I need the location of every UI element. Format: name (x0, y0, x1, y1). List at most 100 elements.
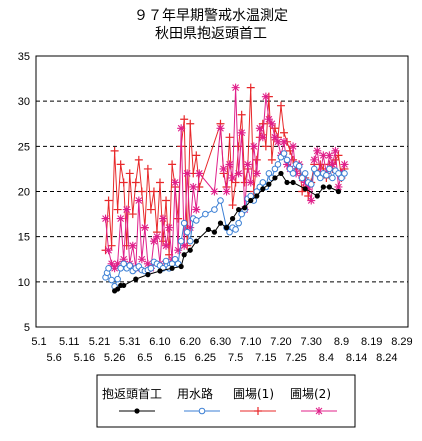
x-tick-label-7.30: 7.30 (301, 336, 322, 348)
series-3-point-35-shape (222, 187, 231, 196)
series-1-point-51-shape (271, 165, 279, 173)
series-2-point-37 (231, 178, 240, 187)
legend-box (96, 374, 356, 428)
series-1-point-32 (202, 210, 209, 218)
x-axis-ticks: 5.1 5.11 5.21 5.31 6.10 6.20 6.30 7.10 7.20 7.30 8… (31, 336, 412, 364)
series-1-point-3-shape (108, 276, 115, 284)
series-2-point-53-shape (280, 128, 289, 137)
series-2-point-20 (162, 196, 171, 205)
x-tick-label-8.4: 8.4 (319, 352, 334, 364)
x-tick-label-6.25: 6.25 (195, 352, 216, 364)
series-3-point-43-shape (246, 178, 255, 187)
series-1-point-34 (217, 197, 224, 204)
series-3-point-42 (243, 160, 252, 169)
series-3-point-30-shape (192, 205, 201, 214)
series-2-point-4-shape (113, 205, 122, 214)
y-tick-label-10: 10 (18, 277, 30, 289)
x-tick-label-5.6: 5.6 (46, 352, 61, 364)
series-3-point-44 (249, 142, 258, 151)
series-3-point-25-shape (177, 124, 186, 133)
series-0-point-22-shape (266, 181, 272, 187)
series-0-point-12 (205, 226, 211, 233)
series-0-point-17 (236, 206, 242, 213)
series-3-point-49 (264, 115, 273, 124)
series-3-point-69 (325, 151, 334, 160)
series-0-point-23-shape (272, 175, 278, 181)
series-1-point-55-shape (283, 156, 291, 164)
series-3-point-11 (134, 196, 143, 205)
x-tick-label-7.20: 7.20 (270, 336, 291, 348)
series-0-point-1-shape (115, 286, 121, 292)
series-3-point-51 (270, 133, 279, 142)
series-3-point-34 (219, 164, 228, 173)
series-3-point-45-shape (252, 169, 261, 178)
series-0-point-15 (223, 225, 230, 231)
series-3-point-45 (252, 169, 261, 178)
series-1-point-7-shape (120, 260, 127, 268)
series-3-point-32-shape (210, 187, 219, 196)
series-1-point-2 (105, 264, 112, 272)
series-2-point-65-shape (316, 160, 325, 169)
series-3-point-27 (183, 169, 192, 178)
series-1-point-21-shape (162, 257, 170, 265)
series-0-point-27-shape (302, 186, 308, 192)
series-2-point-26 (180, 115, 189, 124)
series-2-point-39 (237, 110, 246, 119)
series-2-point-20-shape (162, 196, 171, 205)
series-3-point-21-shape (165, 223, 174, 232)
series-1-point-29-shape (186, 237, 194, 245)
series-3-point-14-shape (143, 259, 152, 268)
series-2-point-22-shape (168, 160, 177, 169)
legend-marker-0-shape (134, 408, 140, 414)
series-3-point-9 (128, 241, 137, 250)
series-0-point-24 (278, 170, 284, 177)
series-3-point-19-shape (159, 214, 168, 223)
series-3-point-55 (283, 160, 292, 169)
series-0-point-26 (290, 179, 296, 186)
series-0-point-18 (242, 205, 248, 211)
series-3-point-57 (289, 142, 298, 151)
series-0 (112, 170, 342, 294)
series-1-point-38 (232, 226, 239, 233)
series-2-point-44 (252, 155, 261, 164)
series-0-point-12-shape (205, 226, 211, 233)
series-2-point-38 (234, 142, 243, 151)
series-0-point-25 (284, 179, 290, 186)
series-1-point-26 (177, 237, 185, 245)
series-2-point-10 (131, 178, 140, 187)
series-2-point-52 (276, 101, 285, 110)
series-3-point-49-shape (264, 115, 273, 124)
series-2-point-35-shape (225, 133, 234, 142)
series-1-point-54-shape (280, 150, 288, 157)
series-0-point-19-shape (248, 197, 254, 204)
legend-label-3: 圃場(2) (290, 387, 331, 401)
series-1-point-32-shape (202, 210, 209, 218)
chart-subtitle: 秋田県抱返頭首工 (155, 26, 267, 42)
series-1-point-36 (226, 228, 233, 236)
series-3-point-64-shape (310, 155, 319, 164)
series-0-point-3-shape (121, 282, 127, 289)
series-1-point-73-shape (338, 174, 345, 182)
series-1-point-49-shape (265, 170, 273, 177)
series-2-point-61 (304, 192, 313, 201)
series-1-point-28-shape (183, 228, 191, 236)
series-2-point-24 (174, 214, 183, 223)
legend-marker-0 (134, 408, 140, 414)
series-3-point-71 (331, 146, 340, 155)
series-1-point-57-shape (289, 170, 297, 177)
series-2-point-1 (104, 196, 113, 205)
legend-label-1: 用水路 (177, 386, 213, 401)
series-3 (101, 83, 349, 273)
series-0-point-10 (187, 247, 193, 253)
series-3-point-33 (216, 124, 225, 133)
series-0-point-25-shape (284, 179, 290, 186)
series-2-point-12 (137, 187, 146, 196)
series-0-point-31 (335, 188, 342, 195)
series-3-point-17-shape (152, 232, 161, 241)
series-3-point-31 (195, 169, 204, 178)
x-tick-label-7.15: 7.15 (255, 352, 276, 364)
x-tick-label-6.15: 6.15 (164, 352, 185, 364)
series-0-point-15-shape (223, 225, 230, 231)
series-3-point-50-shape (267, 119, 276, 128)
series-3-point-72-shape (334, 182, 343, 191)
